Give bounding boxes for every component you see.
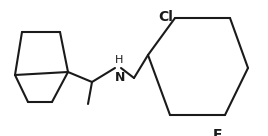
Text: H: H <box>115 55 123 65</box>
Text: Cl: Cl <box>158 10 173 24</box>
Text: N: N <box>115 71 125 84</box>
Text: F: F <box>213 128 223 136</box>
